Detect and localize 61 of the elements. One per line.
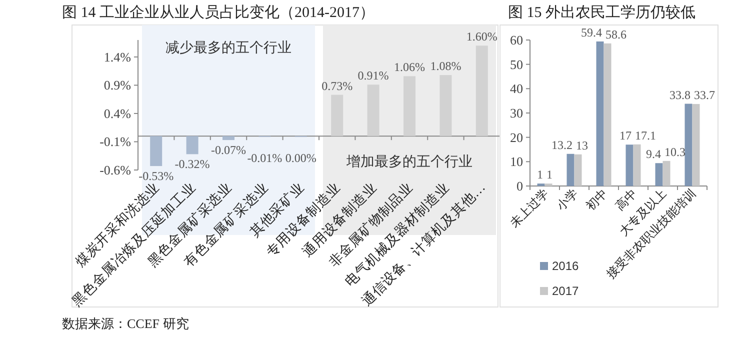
band-label: 减少最多的五个行业 bbox=[166, 40, 292, 56]
chart-title: 图 14 工业企业从业人员占比变化（2014-2017） bbox=[62, 4, 374, 21]
y-tick-label: 0.9% bbox=[104, 78, 132, 93]
bar bbox=[440, 75, 452, 136]
y-tick-label: 30 bbox=[510, 106, 523, 120]
data-label: 13.2 bbox=[552, 138, 572, 152]
x-tick-label: 初中 bbox=[583, 186, 610, 214]
bar bbox=[684, 104, 692, 186]
y-tick-label: -0.1% bbox=[100, 134, 132, 150]
data-label: 17 bbox=[620, 128, 632, 143]
bar bbox=[150, 136, 162, 166]
x-tick-label: 小学 bbox=[554, 186, 580, 214]
data-label: 1 bbox=[537, 168, 543, 182]
bar bbox=[596, 41, 604, 186]
legend-label: 2016 bbox=[552, 259, 580, 273]
bar bbox=[404, 76, 416, 136]
bar bbox=[662, 160, 670, 186]
band-label: 增加最多的五个行业 bbox=[346, 154, 472, 170]
y-tick-label: 10 bbox=[510, 154, 523, 170]
bar bbox=[331, 94, 344, 136]
data-label: 33.8 bbox=[670, 88, 690, 102]
y-tick-label: 20 bbox=[510, 130, 523, 145]
data-label: 0.73% bbox=[322, 78, 353, 93]
y-tick-label: 40 bbox=[510, 81, 523, 96]
data-label: -0.01% bbox=[247, 151, 282, 166]
y-tick-label: 0.4% bbox=[104, 106, 132, 121]
data-label: 1 bbox=[546, 168, 552, 182]
y-tick-label: 0 bbox=[516, 178, 523, 194]
data-label: 0.00% bbox=[285, 151, 316, 166]
bar bbox=[574, 154, 582, 186]
data-label: -0.07% bbox=[211, 143, 246, 158]
y-tick-label: -0.6% bbox=[100, 162, 132, 178]
data-label: 33.7 bbox=[694, 88, 715, 102]
bar bbox=[655, 163, 663, 186]
data-label: 58.6 bbox=[606, 27, 626, 42]
bar bbox=[692, 104, 700, 186]
data-label: 17.1 bbox=[635, 128, 656, 142]
bar bbox=[222, 136, 234, 140]
data-label: 59.4 bbox=[581, 25, 602, 40]
data-label: 1.60% bbox=[466, 30, 498, 44]
bar bbox=[566, 154, 574, 186]
source-note: 数据来源：CCEF 研究 bbox=[62, 316, 189, 331]
data-label: 0.91% bbox=[358, 68, 389, 83]
data-label: -0.53% bbox=[138, 169, 174, 184]
data-label: -0.32% bbox=[174, 157, 210, 172]
y-tick-label: 50 bbox=[510, 56, 523, 72]
y-tick-label: 60 bbox=[510, 32, 523, 48]
bar bbox=[633, 144, 641, 186]
bar bbox=[186, 136, 198, 154]
y-tick-label: 1.4% bbox=[104, 49, 132, 64]
legend-label: 2017 bbox=[552, 284, 580, 298]
chart-title: 图 15 外出农民工学历仍较低 bbox=[508, 4, 696, 21]
data-label: 1.06% bbox=[394, 60, 425, 74]
data-label: 10.3 bbox=[664, 144, 686, 159]
data-label: 1.08% bbox=[430, 59, 462, 74]
bar bbox=[604, 43, 612, 186]
bar bbox=[626, 144, 634, 186]
data-label: 13 bbox=[576, 138, 588, 152]
bar bbox=[367, 84, 380, 136]
data-label: 9.4 bbox=[646, 147, 661, 162]
bar bbox=[476, 46, 488, 136]
